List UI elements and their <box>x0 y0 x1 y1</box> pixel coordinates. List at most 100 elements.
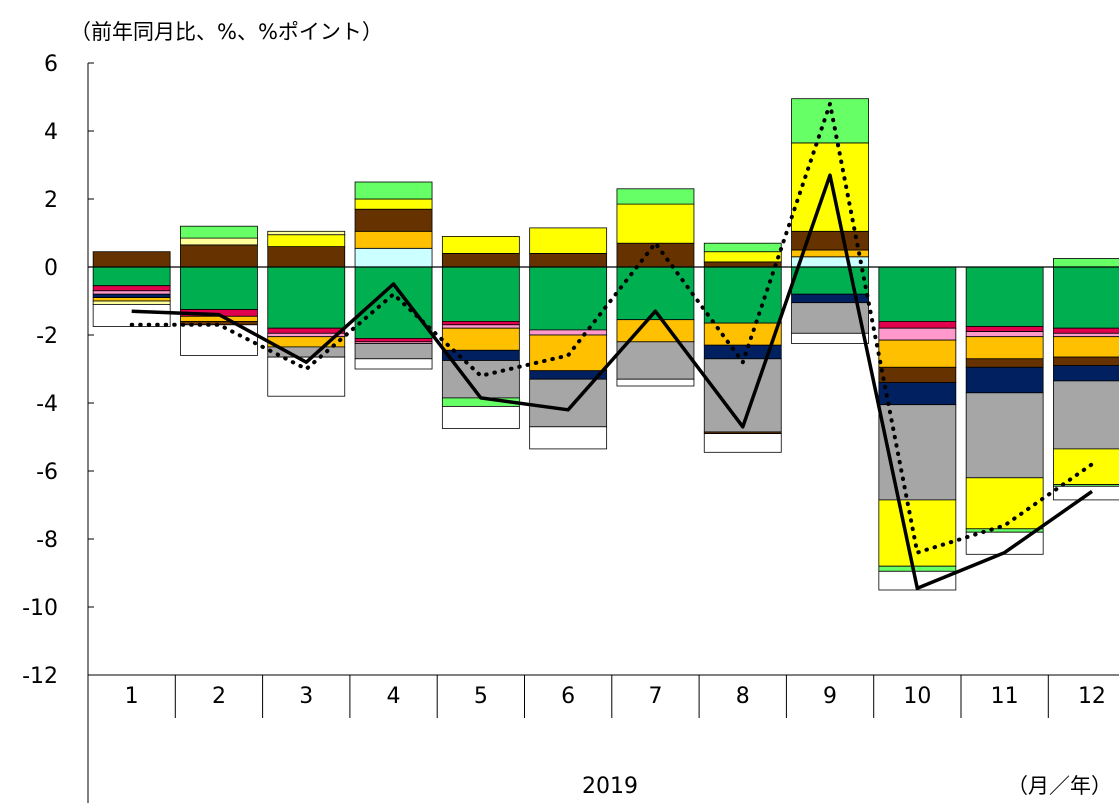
bar-segment <box>354 343 433 360</box>
bar-segment <box>878 565 957 572</box>
y-tick-label: 4 <box>44 120 58 145</box>
bar-segment <box>92 285 171 292</box>
bar-segment <box>92 266 171 287</box>
bar-segment <box>180 237 258 246</box>
bar-segment <box>180 244 258 268</box>
bar-segment <box>878 266 957 322</box>
bar-segment <box>354 337 433 343</box>
year-label: 2019 <box>582 774 638 799</box>
bar-segment <box>1053 380 1119 450</box>
bar-segment <box>616 242 695 268</box>
bar-segment <box>354 266 433 339</box>
bar-segment <box>267 230 346 236</box>
x-tick-label: 10 <box>903 684 931 709</box>
x-tick-label: 4 <box>387 684 401 709</box>
bar-segment <box>441 252 520 268</box>
bar-segment <box>703 242 782 253</box>
bar-segment <box>529 227 608 254</box>
y-tick-label: -4 <box>36 392 58 417</box>
bar-segment <box>965 477 1044 530</box>
bar-segment <box>267 266 346 329</box>
bar-segment <box>878 499 957 567</box>
bar-segment <box>791 256 869 268</box>
bar-segment <box>703 251 782 263</box>
bar-segment <box>267 246 346 268</box>
bar-segment <box>703 358 782 433</box>
bar-segment <box>267 234 346 247</box>
bar-segment <box>1053 258 1119 268</box>
y-tick-label: 6 <box>44 52 58 77</box>
bar-segment <box>92 290 171 295</box>
x-tick-label: 5 <box>474 684 488 709</box>
bar-segment <box>354 358 433 370</box>
bar-segment <box>92 297 171 302</box>
x-tick-label: 2 <box>212 684 226 709</box>
bar-segment <box>529 426 608 450</box>
bar-segment <box>703 322 782 346</box>
bar-segment <box>441 327 520 351</box>
bar-segment <box>878 320 957 329</box>
y-tick-label: -2 <box>36 324 58 349</box>
bar-segment <box>354 181 433 200</box>
bar-segment <box>180 266 258 310</box>
bar-segment <box>92 300 171 305</box>
series-line-dotted <box>129 101 1094 555</box>
unit-label: （前年同月比、%、%ポイント） <box>70 20 383 44</box>
bar-segment <box>1053 336 1119 358</box>
bar-segment <box>878 339 957 368</box>
series-line-solid <box>131 173 1094 591</box>
bar-segment <box>965 392 1044 479</box>
bar-segment <box>441 405 520 429</box>
bar-segment <box>616 188 695 205</box>
y-tick-label: -12 <box>22 664 58 689</box>
bar-segment <box>965 266 1044 327</box>
bar-segment <box>791 332 869 344</box>
bar-segment <box>878 327 957 341</box>
bar-segment <box>1053 448 1119 485</box>
bar-segment <box>1053 332 1119 338</box>
bar-segment <box>92 251 171 268</box>
bar-segment <box>441 320 520 326</box>
y-tick-label: -6 <box>36 460 58 485</box>
bar-segment <box>791 142 869 232</box>
bar-segment <box>616 319 695 343</box>
axis-note: （月／年） <box>1007 774 1112 798</box>
bar-segment <box>354 247 433 268</box>
y-tick-label: -10 <box>22 596 58 621</box>
x-tick-label: 11 <box>991 684 1019 709</box>
bar-segment <box>703 261 782 268</box>
x-tick-label: 12 <box>1078 684 1106 709</box>
bar-segment <box>180 315 258 322</box>
bar-segment <box>965 366 1044 394</box>
bar-segment <box>529 378 608 428</box>
x-tick-label: 9 <box>823 684 837 709</box>
bar-segment <box>354 230 433 249</box>
x-tick-label: 1 <box>125 684 139 709</box>
bar-segment <box>1053 327 1119 334</box>
bar-segment <box>441 235 520 254</box>
y-tick-label: -8 <box>36 528 58 553</box>
bar-segment <box>616 378 695 387</box>
x-tick-label: 8 <box>736 684 750 709</box>
bar-segment <box>354 208 433 232</box>
bar-segment <box>267 327 346 334</box>
bar-segment <box>878 382 957 406</box>
bar-segment <box>529 329 608 336</box>
bar-segment <box>441 266 520 322</box>
bar-segment <box>965 331 1044 338</box>
bar-segment <box>354 198 433 210</box>
bar-segment <box>441 324 520 329</box>
bar-segment <box>180 225 258 239</box>
x-tick-label: 3 <box>299 684 313 709</box>
y-tick-label: 0 <box>44 256 58 281</box>
bar-segment <box>703 433 782 453</box>
bar-segment <box>791 302 869 334</box>
x-tick-label: 6 <box>561 684 575 709</box>
bar-segment <box>529 252 608 268</box>
bar-segment <box>965 336 1044 360</box>
y-tick-label: 2 <box>44 188 58 213</box>
x-tick-label: 7 <box>648 684 662 709</box>
bar-segment <box>878 366 957 383</box>
bar-segment <box>1053 365 1119 382</box>
